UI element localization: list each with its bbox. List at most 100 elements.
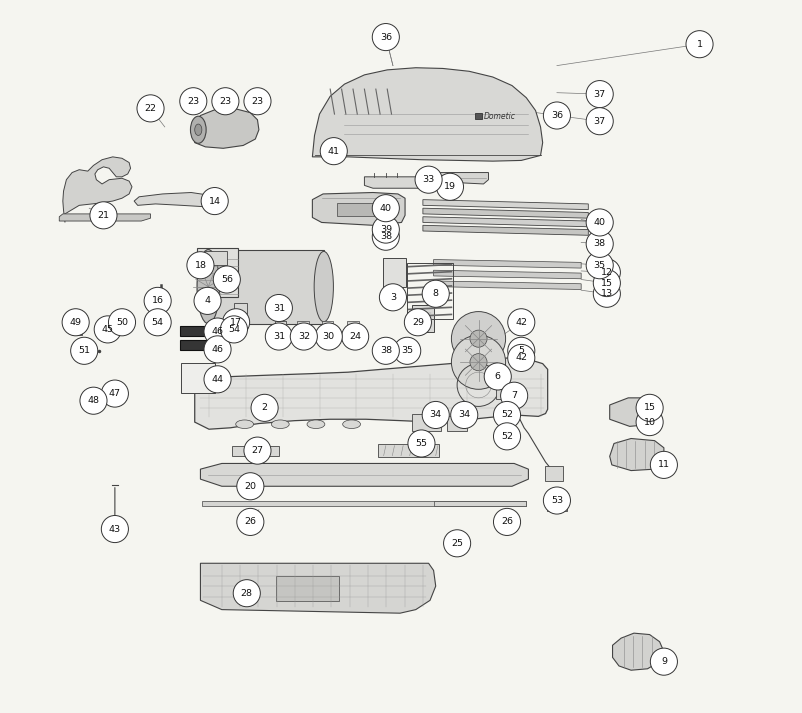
- Text: 37: 37: [593, 90, 605, 98]
- Text: 43: 43: [109, 525, 121, 533]
- Circle shape: [407, 430, 435, 457]
- Text: 54: 54: [228, 325, 240, 334]
- Polygon shape: [63, 157, 132, 222]
- Circle shape: [543, 487, 569, 514]
- Ellipse shape: [196, 250, 219, 324]
- Circle shape: [585, 252, 613, 279]
- Text: 47: 47: [109, 389, 121, 398]
- Circle shape: [451, 335, 505, 389]
- Polygon shape: [200, 563, 435, 613]
- Circle shape: [244, 88, 271, 115]
- Text: 35: 35: [401, 347, 413, 355]
- Bar: [89, 396, 100, 405]
- Circle shape: [233, 580, 260, 607]
- Circle shape: [372, 223, 399, 250]
- Circle shape: [290, 323, 317, 350]
- Text: 22: 22: [144, 104, 156, 113]
- Circle shape: [415, 166, 442, 193]
- Text: 38: 38: [379, 347, 391, 355]
- Bar: [474, 113, 481, 119]
- Circle shape: [493, 423, 520, 450]
- Circle shape: [137, 95, 164, 122]
- Bar: [411, 414, 440, 431]
- Text: 42: 42: [515, 318, 527, 327]
- Bar: [495, 383, 518, 399]
- Text: 3: 3: [390, 293, 395, 302]
- Circle shape: [320, 138, 347, 165]
- Text: 46: 46: [211, 327, 223, 336]
- Circle shape: [101, 515, 128, 543]
- Circle shape: [101, 380, 128, 407]
- Text: 53: 53: [550, 496, 562, 505]
- Polygon shape: [612, 633, 663, 670]
- Circle shape: [372, 337, 399, 364]
- Circle shape: [422, 280, 448, 307]
- Text: 36: 36: [379, 33, 391, 41]
- Bar: [155, 323, 166, 330]
- Circle shape: [251, 394, 277, 421]
- Bar: [232, 446, 278, 456]
- Text: 51: 51: [78, 347, 90, 355]
- Circle shape: [94, 316, 121, 343]
- Circle shape: [372, 216, 399, 243]
- Polygon shape: [134, 193, 220, 207]
- Circle shape: [585, 81, 613, 108]
- Text: 26: 26: [244, 518, 256, 526]
- Circle shape: [493, 401, 520, 429]
- Circle shape: [200, 188, 228, 215]
- Circle shape: [379, 284, 406, 311]
- Text: 15: 15: [643, 404, 654, 412]
- Circle shape: [187, 252, 213, 279]
- Text: 16: 16: [152, 297, 164, 305]
- Text: 32: 32: [298, 332, 310, 341]
- Circle shape: [144, 309, 171, 336]
- Text: 1: 1: [695, 40, 702, 48]
- Bar: [378, 444, 439, 457]
- Text: 10: 10: [643, 418, 654, 426]
- Circle shape: [422, 401, 448, 429]
- Text: 24: 24: [349, 332, 361, 341]
- Circle shape: [372, 24, 399, 51]
- Polygon shape: [423, 200, 588, 210]
- Circle shape: [500, 382, 527, 409]
- Bar: [230, 330, 241, 337]
- Text: 2: 2: [261, 404, 267, 412]
- Bar: [447, 416, 467, 431]
- Circle shape: [469, 354, 487, 371]
- Polygon shape: [193, 108, 258, 148]
- Ellipse shape: [306, 420, 325, 429]
- Text: 37: 37: [593, 117, 605, 125]
- Text: 52: 52: [500, 411, 512, 419]
- Bar: [546, 495, 566, 511]
- Ellipse shape: [314, 252, 333, 322]
- Text: 15: 15: [600, 279, 612, 287]
- Text: 23: 23: [187, 97, 199, 106]
- Text: 49: 49: [70, 318, 82, 327]
- Bar: [337, 203, 379, 216]
- Bar: [205, 251, 226, 265]
- Polygon shape: [423, 217, 588, 227]
- Polygon shape: [433, 281, 581, 289]
- Text: 35: 35: [593, 261, 605, 270]
- Circle shape: [543, 102, 569, 129]
- Text: 34: 34: [458, 411, 470, 419]
- Polygon shape: [433, 270, 581, 279]
- Circle shape: [144, 287, 171, 314]
- Bar: [325, 144, 342, 158]
- Text: 4: 4: [205, 297, 210, 305]
- Polygon shape: [200, 463, 528, 486]
- Text: 52: 52: [500, 432, 512, 441]
- Circle shape: [650, 451, 677, 478]
- Text: 41: 41: [327, 147, 339, 155]
- Bar: [274, 321, 286, 335]
- Ellipse shape: [271, 420, 289, 429]
- Bar: [180, 340, 217, 350]
- Text: 23: 23: [219, 97, 231, 106]
- Polygon shape: [195, 358, 547, 429]
- Text: 17: 17: [230, 318, 241, 327]
- Text: 11: 11: [657, 461, 669, 469]
- Bar: [322, 321, 333, 335]
- Circle shape: [507, 337, 534, 364]
- Circle shape: [493, 508, 520, 535]
- Polygon shape: [426, 173, 488, 184]
